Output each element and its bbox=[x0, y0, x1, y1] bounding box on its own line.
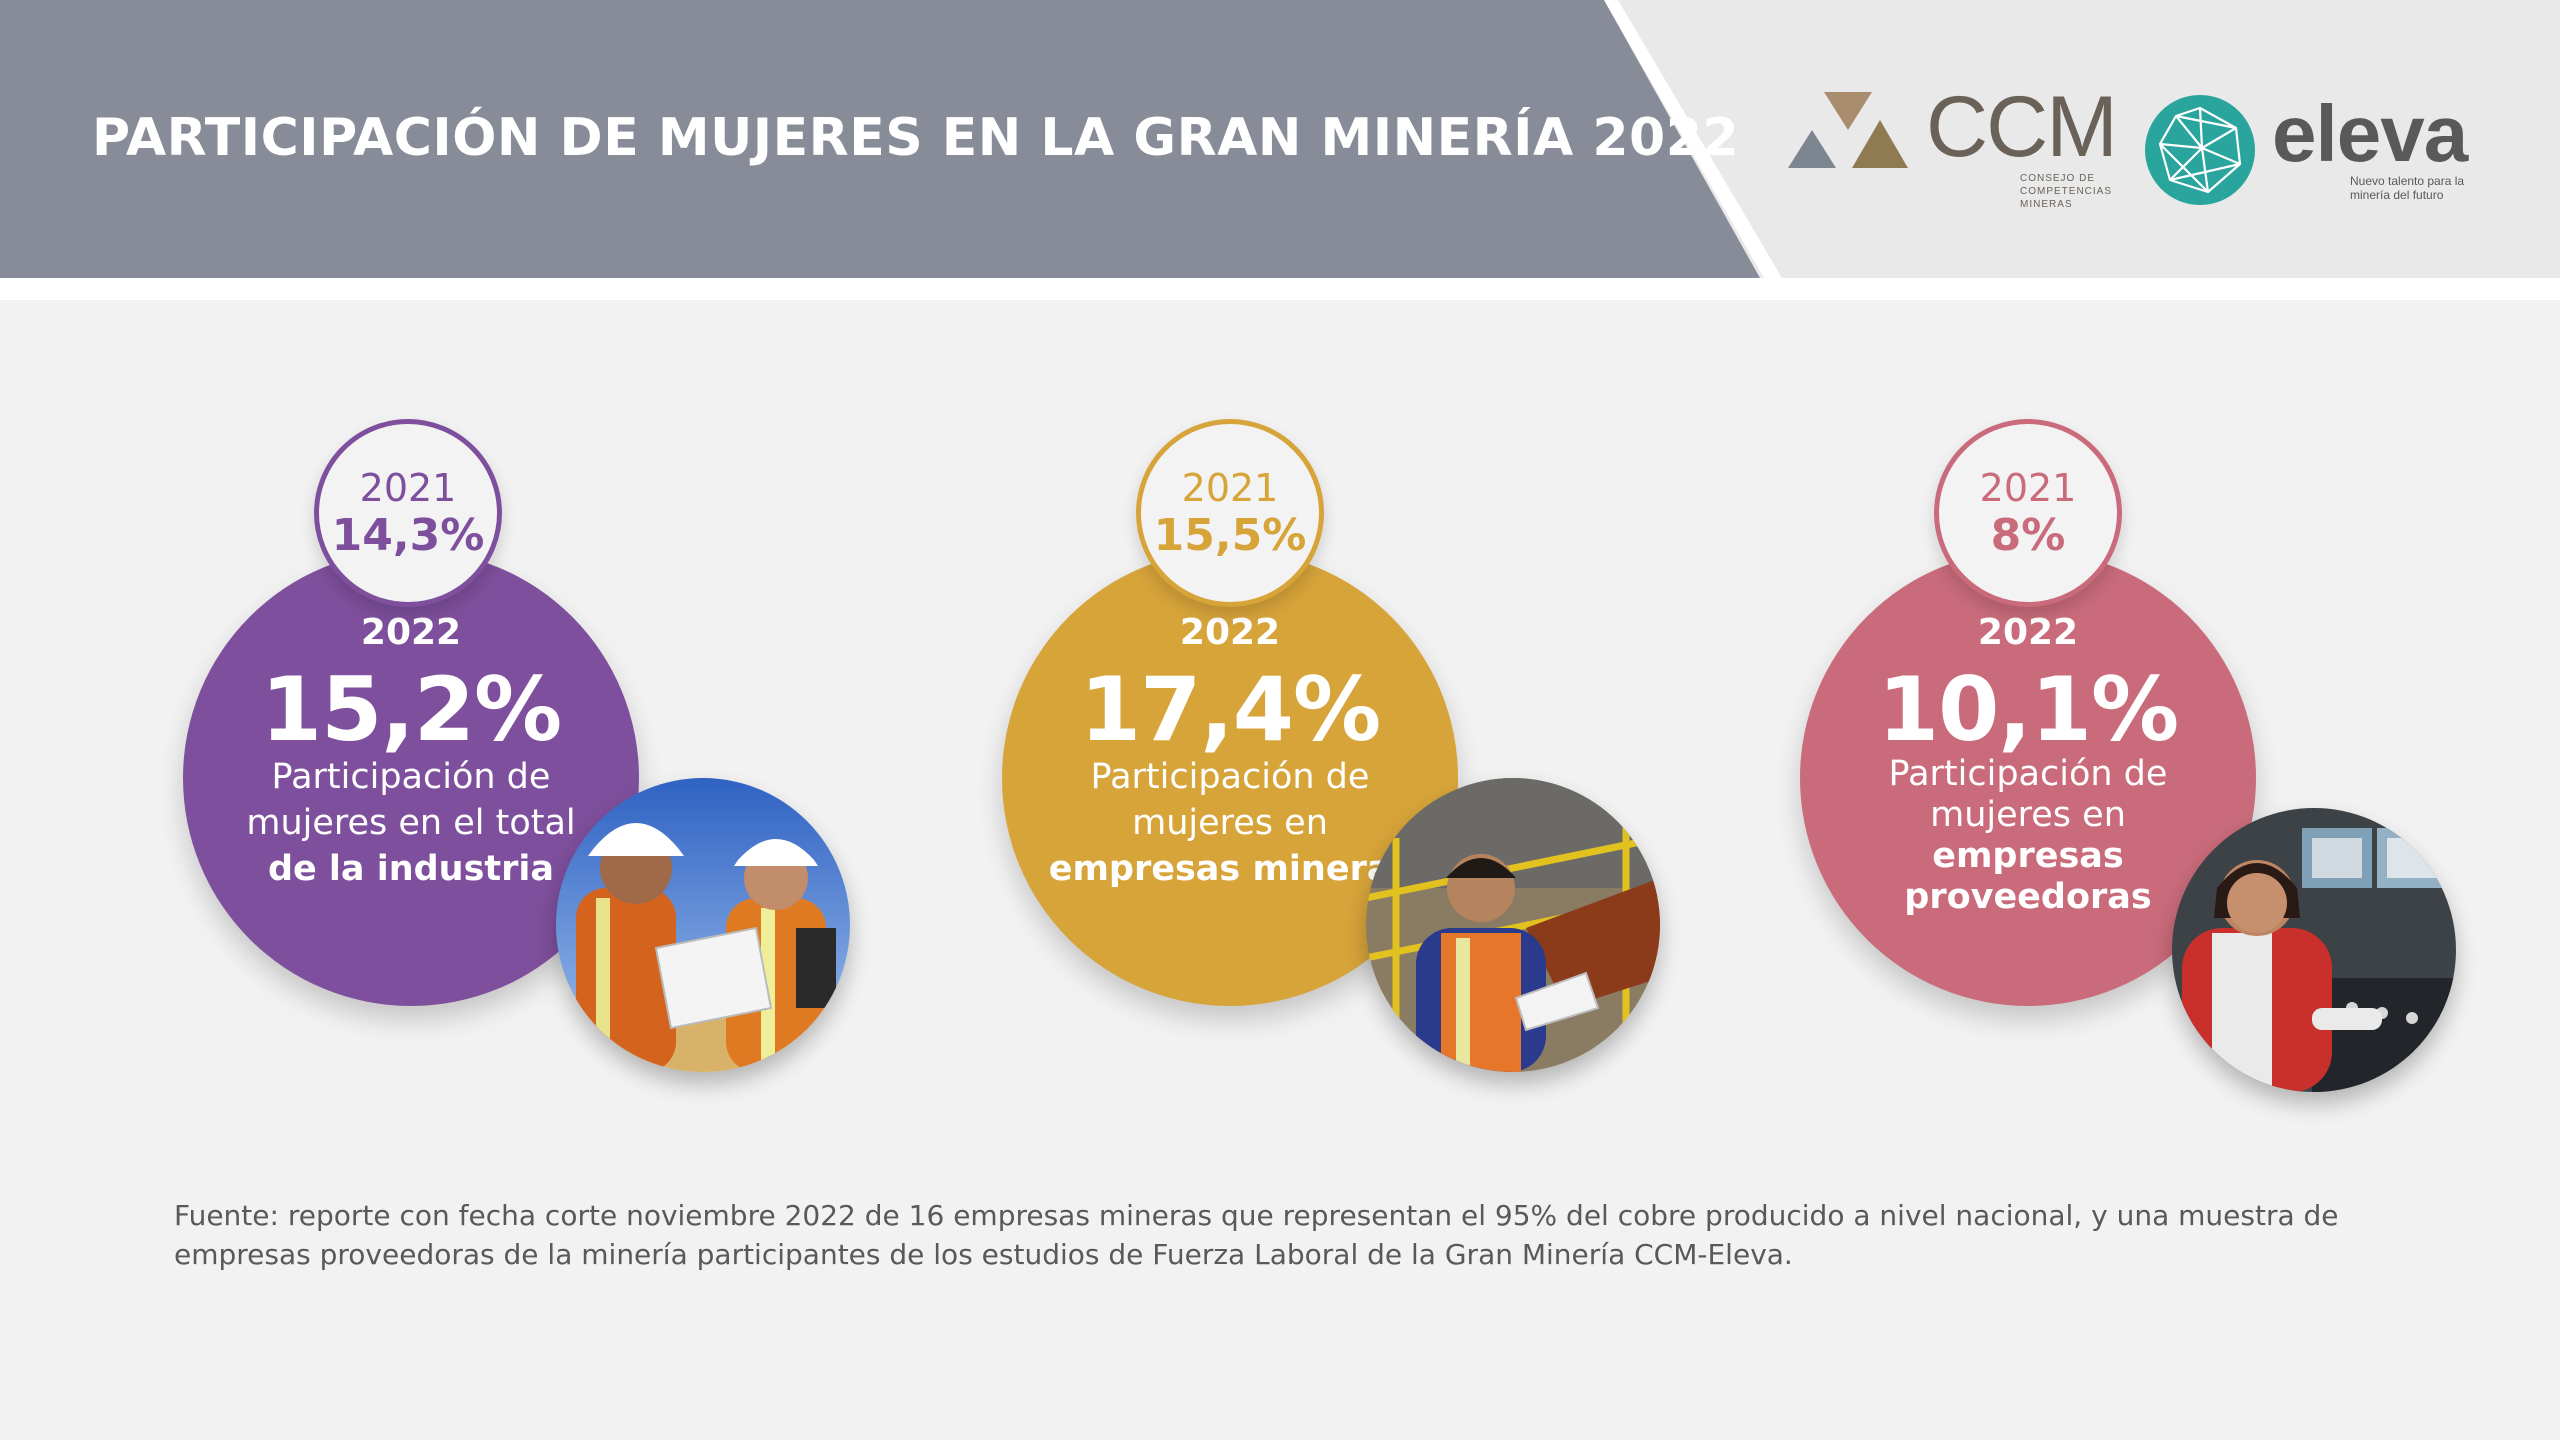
stat-year: 2022 bbox=[1179, 612, 1281, 653]
ccm-wordmark: CCM bbox=[1926, 79, 2118, 175]
header-title-band bbox=[0, 0, 1760, 278]
ccm-logo: CCM CONSEJO DE COMPETENCIAS MINERAS bbox=[1788, 79, 2118, 220]
header-divider bbox=[0, 278, 2560, 300]
eleva-wordmark: eleva bbox=[2272, 89, 2468, 178]
woman-operator-photo bbox=[2172, 808, 2456, 1092]
stat-description: Participación de mujeres en el total de … bbox=[246, 757, 576, 889]
stat-percentage: 17,4% bbox=[1079, 658, 1381, 761]
stat-circle-supplier-companies: 2022 10,1% Participación de mujeres en e… bbox=[1800, 550, 2256, 1006]
prev-year: 2021 bbox=[1181, 466, 1279, 510]
prev-year: 2021 bbox=[1979, 466, 2077, 510]
eleva-polyhedron-icon bbox=[2145, 95, 2255, 205]
ccm-subtitle: CONSEJO DE COMPETENCIAS MINERAS bbox=[2020, 173, 2113, 210]
eleva-logo: eleva Nuevo talento para la minería del … bbox=[2144, 89, 2484, 210]
prev-year: 2021 bbox=[359, 466, 457, 510]
prev-year-circle-supplier-companies: 2021 8% bbox=[1934, 419, 2122, 607]
stat-year: 2022 bbox=[360, 612, 462, 653]
prev-year-circle-industry: 2021 14,3% bbox=[314, 419, 502, 607]
woman-miner-photo bbox=[1366, 778, 1660, 1072]
eleva-subtitle: Nuevo talento para la minería del futuro bbox=[2350, 174, 2465, 202]
prev-year-circle-mining-companies: 2021 15,5% bbox=[1136, 419, 1324, 607]
two-miners-photo bbox=[556, 778, 850, 1072]
page-title: PARTICIPACIÓN DE MUJERES EN LA GRAN MINE… bbox=[92, 108, 1740, 168]
prev-percentage: 15,5% bbox=[1153, 510, 1307, 561]
stat-description: Participación de mujeres en empresas pro… bbox=[1888, 754, 2168, 917]
stat-percentage: 10,1% bbox=[1877, 658, 2179, 761]
prev-percentage: 14,3% bbox=[331, 510, 485, 561]
source-note: Fuente: reporte con fecha corte noviembr… bbox=[174, 1199, 2339, 1271]
ccm-triangles-icon bbox=[1788, 92, 1908, 168]
stat-percentage: 15,2% bbox=[260, 658, 562, 761]
stat-year: 2022 bbox=[1977, 612, 2079, 653]
prev-percentage: 8% bbox=[1990, 510, 2066, 561]
stat-description: Participación de mujeres en empresas min… bbox=[1048, 757, 1412, 889]
